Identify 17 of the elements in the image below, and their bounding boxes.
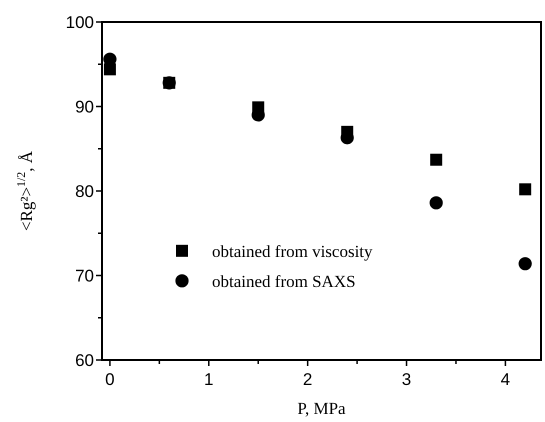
x-tick-label: 3 [402,370,412,389]
point [430,196,443,210]
point [518,257,532,270]
x-tick-label: 0 [105,370,115,389]
y-tick-label: 70 [75,266,94,286]
x-axis-title: P, MPa [297,399,346,418]
x-tick-label: 2 [302,370,312,389]
x-tick-label: 1 [204,370,214,389]
y-tick-label: 90 [75,97,94,116]
point [430,154,442,166]
y-tick-label: 80 [75,182,94,201]
y-tick-label: 100 [66,12,94,32]
legend-label: obtained from viscosity [212,242,374,261]
point [519,183,532,196]
y-tick-label: 60 [75,350,94,370]
legend-label: obtained from SAXS [212,272,356,291]
x-tick-label: 4 [500,370,510,389]
